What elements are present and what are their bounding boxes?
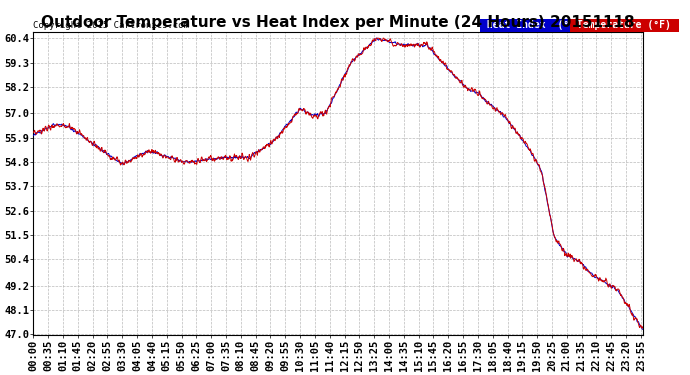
Text: Copyright 2015 Cartronics.com: Copyright 2015 Cartronics.com <box>33 21 189 30</box>
Text: Heat Index  (°F): Heat Index (°F) <box>481 20 587 30</box>
Title: Outdoor Temperature vs Heat Index per Minute (24 Hours) 20151118: Outdoor Temperature vs Heat Index per Mi… <box>41 15 635 30</box>
Text: Temperature (°F): Temperature (°F) <box>571 20 677 30</box>
